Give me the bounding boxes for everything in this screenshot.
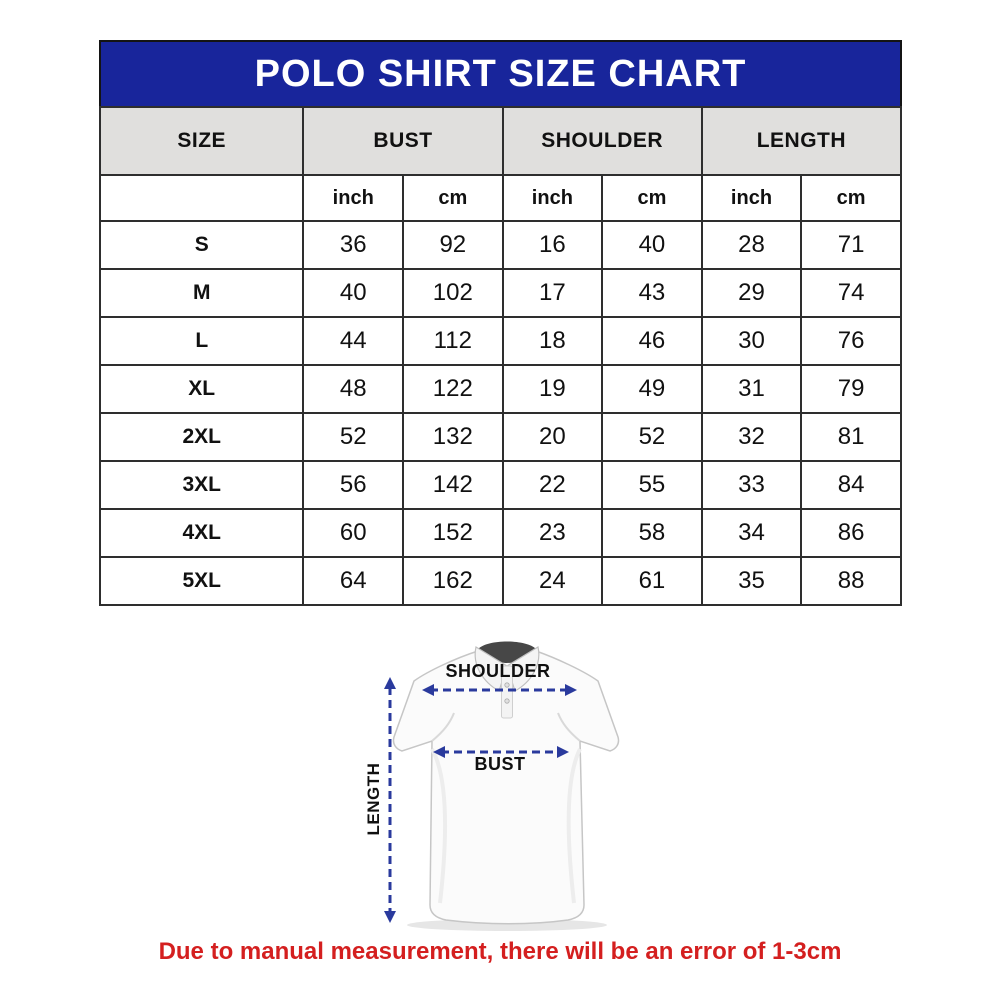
unit-header: inch (501, 174, 604, 222)
measurement-value: 64 (302, 556, 405, 606)
shoulder-label: SHOULDER (445, 661, 551, 681)
measurement-value: 88 (800, 556, 902, 606)
measurement-value: 18 (501, 316, 604, 366)
chart-title-bar: POLO SHIRT SIZE CHART (99, 40, 902, 106)
size-table-body: S 36 92 16 40 28 71 M 40 102 17 43 29 74 L 44 112 18 46 30 7… (98, 220, 902, 606)
measurement-diagram (350, 635, 650, 935)
measurement-value: 52 (302, 412, 405, 462)
measurement-value: 16 (501, 220, 604, 270)
unit-header-row: inch cm inch cm inch cm (98, 174, 902, 222)
measurement-value: 44 (302, 316, 405, 366)
measurement-value: 162 (402, 556, 504, 606)
button (504, 682, 510, 688)
measurement-value: 36 (302, 220, 405, 270)
table-row: 4XL 60 152 23 58 34 86 (98, 508, 902, 558)
column-header-size: SIZE (98, 106, 305, 176)
page-title: POLO SHIRT SIZE CHART (254, 52, 747, 95)
measurement-value: 20 (501, 412, 604, 462)
measurement-value: 92 (402, 220, 504, 270)
measurement-value: 60 (302, 508, 405, 558)
table-row: M 40 102 17 43 29 74 (98, 268, 902, 318)
measurement-value: 40 (601, 220, 703, 270)
size-table: SIZE BUST SHOULDER LENGTH inch cm inch c… (98, 106, 903, 606)
table-row: 2XL 52 132 20 52 32 81 (98, 412, 902, 462)
shoulder-arrow (422, 684, 577, 696)
measurement-value: 102 (402, 268, 504, 318)
measurement-value: 56 (302, 460, 405, 510)
size-label: 2XL (98, 412, 305, 462)
measurement-value: 132 (402, 412, 504, 462)
unit-header: cm (601, 174, 703, 222)
bust-label: BUST (474, 754, 526, 774)
measurement-value: 61 (601, 556, 703, 606)
measurement-value: 29 (700, 268, 803, 318)
table-row: L 44 112 18 46 30 76 (98, 316, 902, 366)
table-row: S 36 92 16 40 28 71 (98, 220, 902, 270)
button (504, 698, 510, 704)
measurement-note: Due to manual measurement, there will be… (158, 938, 842, 965)
measurement-value: 52 (601, 412, 703, 462)
column-header-length: LENGTH (700, 106, 903, 176)
measurement-value: 122 (402, 364, 504, 414)
measurement-value: 112 (402, 316, 504, 366)
unit-header: inch (302, 174, 405, 222)
group-header-row: SIZE BUST SHOULDER LENGTH (98, 106, 903, 176)
measurement-value: 142 (402, 460, 504, 510)
size-label: L (98, 316, 305, 366)
measurement-value: 71 (800, 220, 902, 270)
measurement-value: 48 (302, 364, 405, 414)
measurement-value: 79 (800, 364, 902, 414)
length-arrow (384, 677, 396, 923)
measurement-value: 33 (700, 460, 803, 510)
measurement-value: 28 (700, 220, 803, 270)
size-label: 5XL (98, 556, 305, 606)
measurement-value: 49 (601, 364, 703, 414)
measurement-value: 58 (601, 508, 703, 558)
measurement-value: 40 (302, 268, 405, 318)
table-row: 3XL 56 142 22 55 33 84 (98, 460, 902, 510)
measurement-value: 22 (501, 460, 604, 510)
measurement-value: 23 (501, 508, 604, 558)
table-row: XL 48 122 19 49 31 79 (98, 364, 902, 414)
measurement-value: 24 (501, 556, 604, 606)
length-label: LENGTH (364, 762, 383, 836)
measurement-value: 35 (700, 556, 803, 606)
size-label: 4XL (98, 508, 305, 558)
measurement-value: 76 (800, 316, 902, 366)
measurement-value: 43 (601, 268, 703, 318)
measurement-value: 34 (700, 508, 803, 558)
measurement-value: 55 (601, 460, 703, 510)
polo-shirt-graphic (392, 641, 620, 925)
measurement-value: 74 (800, 268, 902, 318)
size-label: XL (98, 364, 305, 414)
unit-header: cm (402, 174, 504, 222)
bust-arrow (433, 746, 569, 758)
column-header-bust: BUST (302, 106, 504, 176)
size-label: M (98, 268, 305, 318)
unit-header-empty (98, 174, 305, 222)
shirt-illustration (384, 641, 620, 931)
table-row: 5XL 64 162 24 61 35 88 (98, 556, 902, 606)
measurement-value: 31 (700, 364, 803, 414)
measurement-value: 86 (800, 508, 902, 558)
measurement-value: 19 (501, 364, 604, 414)
size-label: 3XL (98, 460, 305, 510)
column-header-shoulder: SHOULDER (501, 106, 703, 176)
unit-header: inch (700, 174, 803, 222)
unit-header: cm (800, 174, 902, 222)
measurement-value: 46 (601, 316, 703, 366)
size-chart: POLO SHIRT SIZE CHART SIZE BUST SHOULDER… (98, 40, 903, 606)
measurement-value: 81 (800, 412, 902, 462)
measurement-value: 30 (700, 316, 803, 366)
placket (501, 665, 513, 719)
measurement-value: 152 (402, 508, 504, 558)
size-label: S (98, 220, 305, 270)
measurement-value: 32 (700, 412, 803, 462)
measurement-value: 84 (800, 460, 902, 510)
measurement-value: 17 (501, 268, 604, 318)
